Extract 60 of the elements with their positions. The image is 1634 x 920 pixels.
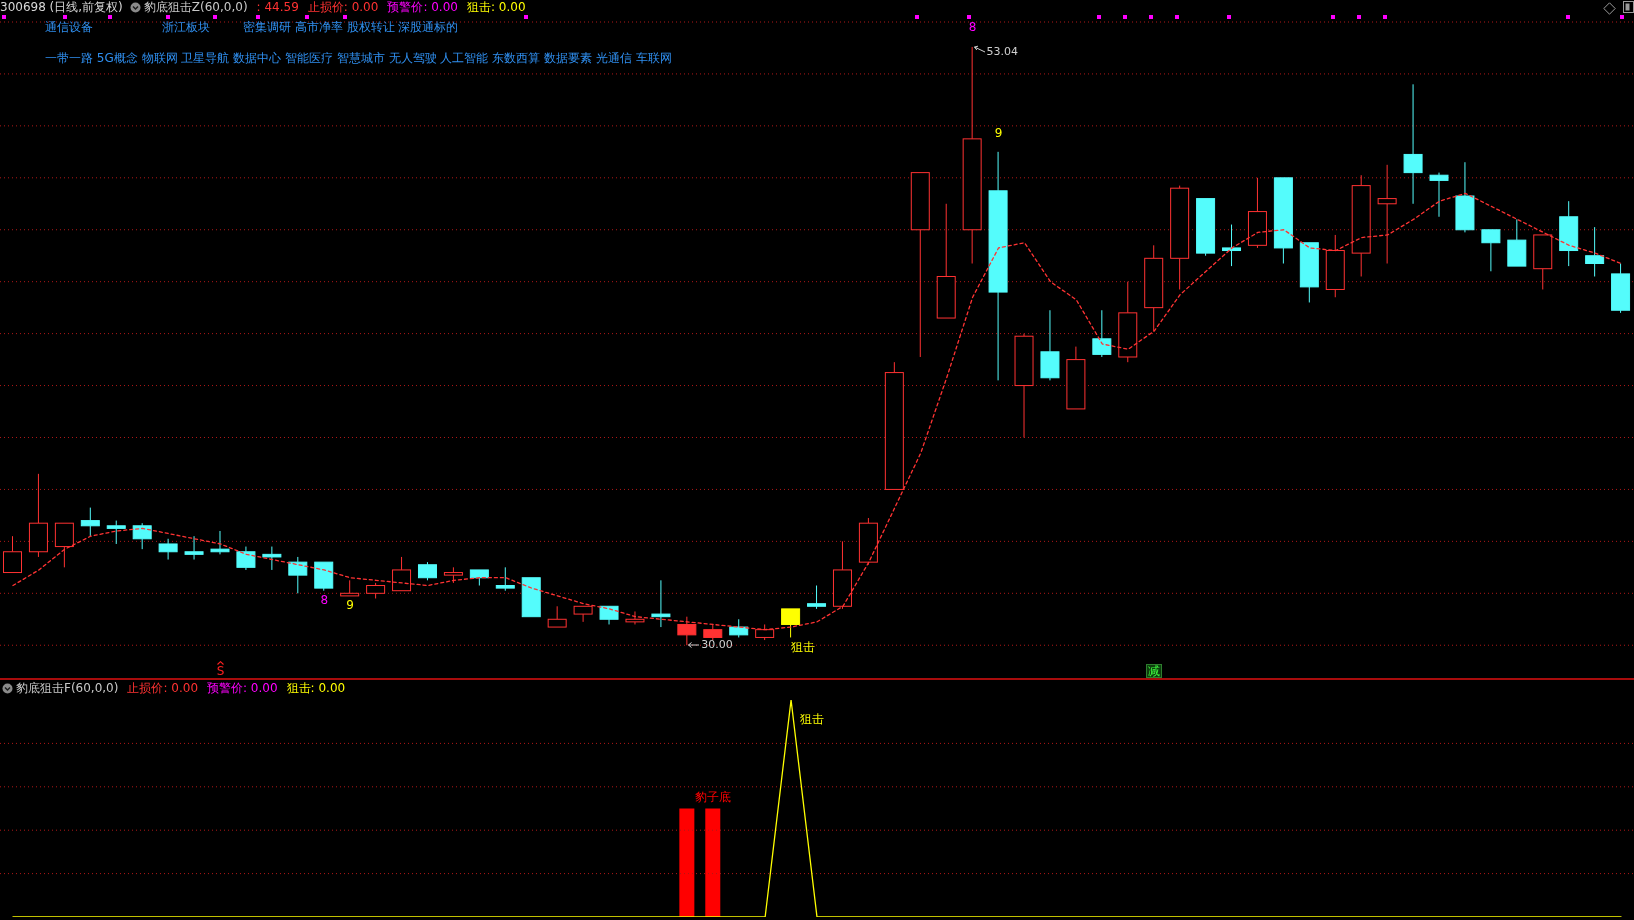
annotation: 9 [994,125,1003,140]
series-label: 豹子底 [695,789,732,804]
candlestick [1533,234,1553,290]
candlestick [236,546,256,571]
candlestick [1481,229,1501,272]
text: 狙击: 0.00 [286,681,346,695]
candlestick [210,530,230,555]
candlestick [651,579,671,628]
chart-title: 300698 (日线,前复权) [0,0,123,14]
annotation: 通信设备 [45,20,93,34]
candlestick [340,579,360,597]
annotation: S [216,664,225,678]
candlestick [988,151,1008,381]
text: : 44.59 [256,0,299,14]
candlestick [521,577,541,618]
candlestick [1040,309,1060,381]
candlestick [158,538,178,561]
candlestick [1507,218,1527,267]
annotation: 狙击 [791,640,816,655]
candlestick [884,361,904,490]
candlestick [1429,172,1449,218]
candlestick [28,473,48,558]
candlestick [599,605,619,625]
candlestick [1273,177,1293,265]
candlestick [1144,244,1164,332]
candlestick [3,535,22,574]
candlestick [54,522,74,568]
candlestick [547,605,567,628]
text: 豹底狙击Z(60,0,0) [143,0,248,14]
annotation: 30.00 [701,638,733,652]
candlestick [1559,200,1579,267]
annotation: 减 [1146,664,1163,678]
annotation: 密集调研 高市净率 股权转让 深股通标的 [243,20,459,34]
candlestick [573,605,593,623]
annotation: 8 [968,20,977,34]
candlestick [262,546,282,571]
candlestick [1455,161,1475,233]
text: 预警价: 0.00 [207,681,278,695]
candlestick [1585,226,1605,277]
candlestick [1014,333,1034,438]
annotation: 8 [320,592,329,607]
annotation: 浙江板块 [162,20,210,34]
annotation: 9 [346,597,354,612]
series-label: 狙击 [800,712,825,726]
text: 止损价: 0.00 [307,0,379,14]
candlestick [910,172,930,358]
text: 止损价: 0.00 [127,681,199,695]
text: 豹底狙击F(60,0,0) [16,681,119,695]
candlestick [1222,224,1242,267]
candlestick [392,556,412,592]
candlestick [1066,346,1086,410]
text: 狙击: 0.00 [466,0,526,14]
candlestick [184,535,204,561]
candlestick [1403,83,1423,205]
annotation: 一带一路 5G概念 物联网 卫星导航 数据中心 智能医疗 智慧城市 无人驾驶 人工智能 东数西算 数据要素 光通信 车联网 [45,51,672,65]
candlestick [80,507,100,537]
candlestick [936,203,956,319]
text: 预警价: 0.00 [387,0,458,14]
candlestick [469,569,489,587]
annotation: 53.04 [986,44,1019,58]
